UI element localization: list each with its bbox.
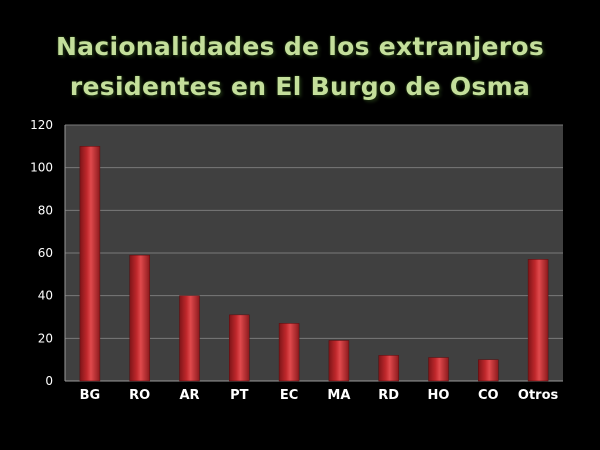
bar-otros — [527, 259, 549, 382]
y-tick-label: 80 — [38, 203, 53, 217]
y-tick-label: 120 — [30, 118, 53, 132]
chart-title-line-1: Nacionalidades de los extranjeros — [55, 32, 545, 61]
y-tick-label: 0 — [45, 374, 53, 388]
bar-ar — [179, 295, 200, 382]
y-tick-label: 40 — [38, 289, 53, 303]
bar-co — [478, 359, 499, 382]
chart-title-line-2: residentes en El Burgo de Osma — [69, 72, 531, 101]
x-tick-label: EC — [280, 388, 298, 403]
x-tick-label: CO — [478, 388, 499, 403]
x-tick-label: Otros — [518, 388, 559, 403]
bar-ho — [428, 357, 449, 382]
x-tick-label: AR — [179, 388, 199, 403]
bar-rd — [378, 355, 399, 382]
bar-pt — [229, 314, 250, 382]
y-tick-label: 100 — [30, 161, 53, 175]
x-tick-label: RO — [129, 388, 150, 403]
bar-bg — [79, 146, 101, 382]
x-tick-label: PT — [230, 388, 249, 403]
x-tick-label: MA — [327, 388, 350, 403]
x-tick-label: RD — [378, 388, 399, 403]
y-tick-label: 60 — [38, 246, 53, 260]
bar-ro — [129, 254, 150, 382]
bar-ec — [278, 323, 300, 382]
bar-ma — [328, 340, 350, 382]
x-tick-label: BG — [80, 388, 101, 403]
x-tick-label: HO — [428, 388, 450, 403]
y-tick-label: 20 — [38, 331, 53, 345]
